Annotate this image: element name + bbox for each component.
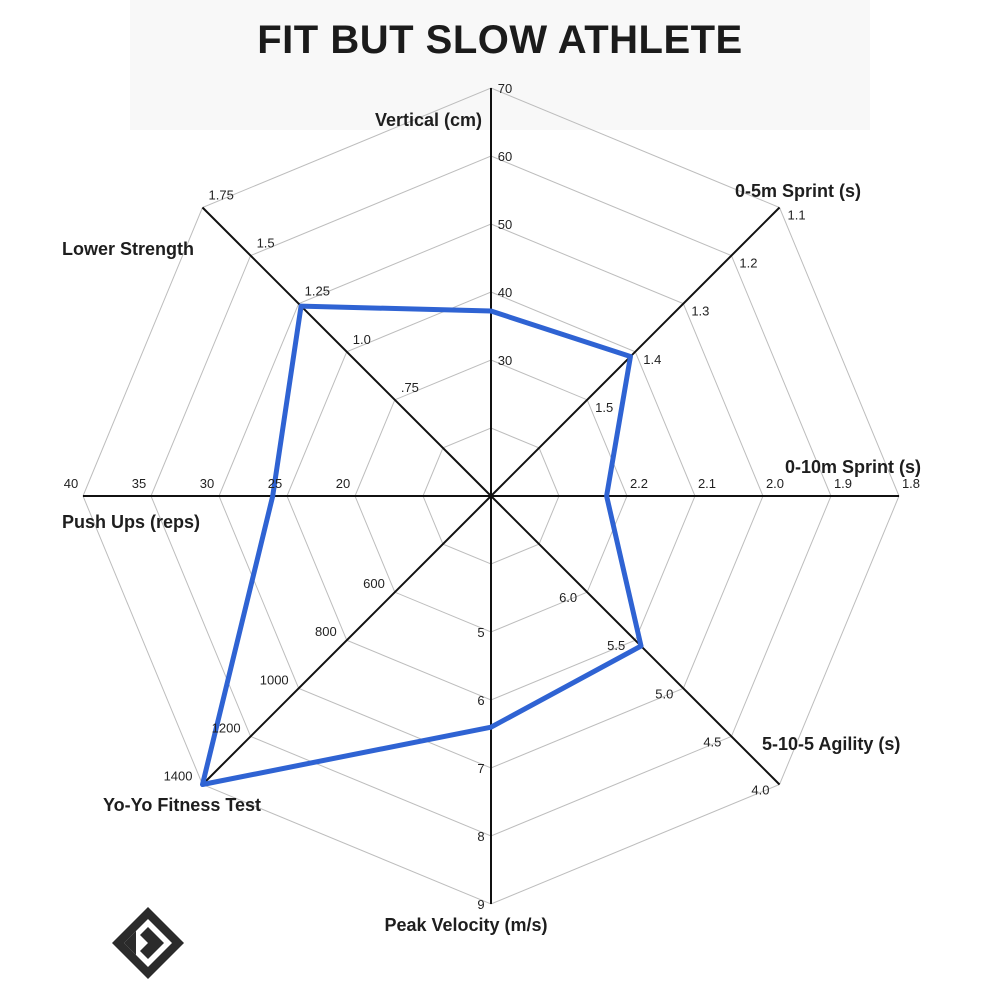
tick-label-vertical-cm-5: 60 [498,149,512,164]
tick-label-0-5m-sprint-s-6: 1.1 [787,208,805,223]
diamond-logo-icon [112,907,184,979]
tick-label-lower-strength-4: 1.25 [305,284,330,299]
tick-label-5-10-5-agility-s-4: 5.0 [655,686,673,701]
axis-line-0-5m-sprint-s [490,206,781,497]
tick-label-yo-yo-fitness-test-3: 800 [315,624,337,639]
tick-label-0-5m-sprint-s-4: 1.3 [691,304,709,319]
tick-label-push-ups-reps-2: 20 [336,476,350,491]
tick-label-push-ups-reps-3: 25 [268,476,282,491]
tick-label-lower-strength-6: 1.75 [209,188,234,203]
axis-line-lower-strength [201,206,492,497]
axis-title-0-10m-sprint-s: 0-10m Sprint (s) [785,457,921,477]
tick-label-lower-strength-2: .75 [401,380,419,395]
tick-label-vertical-cm-3: 40 [498,285,512,300]
axis-title-peak-velocity-m-s: Peak Velocity (m/s) [384,915,547,935]
title-background [130,0,870,130]
tick-label-yo-yo-fitness-test-4: 1000 [260,672,289,687]
tick-label-5-10-5-agility-s-3: 5.5 [607,638,625,653]
tick-label-peak-velocity-m-s-6: 9 [477,897,484,912]
tick-label-yo-yo-fitness-test-6: 1400 [164,768,193,783]
axis-lines [83,88,899,904]
tick-label-5-10-5-agility-s-2: 6.0 [559,590,577,605]
athlete-series-polygon [200,303,644,787]
tick-label-lower-strength-5: 1.5 [257,236,275,251]
tick-label-5-10-5-agility-s-6: 4.0 [751,782,769,797]
tick-label-0-10m-sprint-s-3: 2.1 [698,476,716,491]
tick-label-vertical-cm-2: 30 [498,353,512,368]
axis-line-5-10-5-agility-s [490,495,781,786]
tick-label-0-10m-sprint-s-5: 1.9 [834,476,852,491]
tick-label-5-10-5-agility-s-5: 4.5 [703,734,721,749]
axis-title-5-10-5-agility-s: 5-10-5 Agility (s) [762,734,900,754]
tick-label-peak-velocity-m-s-4: 7 [477,761,484,776]
axis-line-yo-yo-fitness-test [201,495,492,786]
tick-label-0-5m-sprint-s-5: 1.2 [739,256,757,271]
tick-label-vertical-cm-6: 70 [498,81,512,96]
tick-label-yo-yo-fitness-test-2: 600 [363,576,385,591]
axis-title-lower-strength: Lower Strength [62,239,194,259]
tick-label-0-10m-sprint-s-6: 1.8 [902,476,920,491]
tick-label-lower-strength-3: 1.0 [353,332,371,347]
tick-label-peak-velocity-m-s-3: 6 [477,693,484,708]
tick-label-push-ups-reps-5: 35 [132,476,146,491]
tick-label-0-10m-sprint-s-2: 2.2 [630,476,648,491]
axis-title-yo-yo-fitness-test: Yo-Yo Fitness Test [103,795,261,815]
tick-label-peak-velocity-m-s-5: 8 [477,829,484,844]
axis-titles: Vertical (cm) 0-5m Sprint (s) 0-10m Sprint… [62,110,921,935]
tick-label-push-ups-reps-4: 30 [200,476,214,491]
tick-label-push-ups-reps-6: 40 [64,476,78,491]
axis-title-vertical-cm: Vertical (cm) [375,110,482,130]
tick-label-0-10m-sprint-s-4: 2.0 [766,476,784,491]
axis-title-0-5m-sprint-s: 0-5m Sprint (s) [735,181,861,201]
axis-title-push-ups-reps: Push Ups (reps) [62,512,200,532]
tick-label-yo-yo-fitness-test-5: 1200 [212,720,241,735]
tick-label-0-5m-sprint-s-2: 1.5 [595,400,613,415]
tick-label-vertical-cm-4: 50 [498,217,512,232]
tick-label-0-5m-sprint-s-3: 1.4 [643,352,661,367]
tick-label-peak-velocity-m-s-2: 5 [477,625,484,640]
series-layer [200,303,644,787]
tick-labels: 30 40 50 60 70 1.5 1.4 1.3 1.2 1.1 2.2 2.1 2.0 1.9 1.8… [64,81,920,912]
chart-title: FIT BUT SLOW ATHLETE [257,18,743,62]
